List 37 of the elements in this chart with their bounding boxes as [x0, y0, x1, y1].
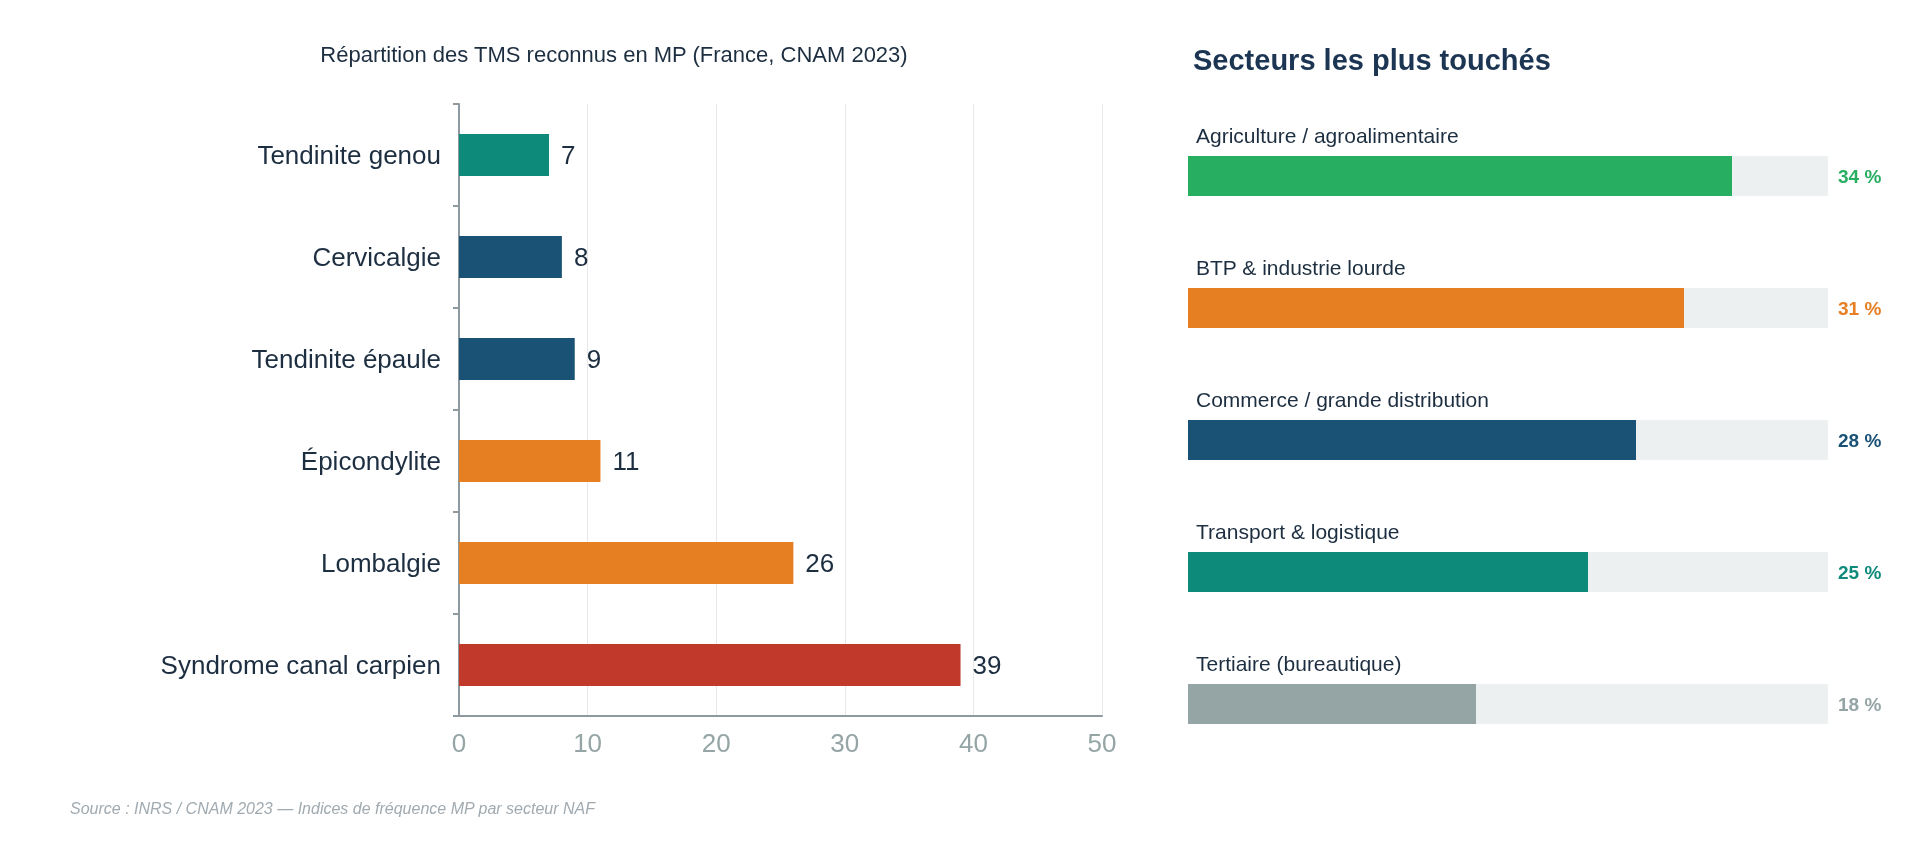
bar	[459, 338, 575, 380]
data-label: 39	[972, 650, 1002, 680]
source-note: Source : INRS / CNAM 2023 — Indices de fréquence MP par secteur NAF	[70, 799, 597, 817]
category-label: Transport & logistique	[1196, 520, 1400, 543]
bar	[459, 644, 961, 686]
category-label: Agriculture / agroalimentaire	[1196, 124, 1459, 147]
x-tick-label: 50	[1087, 728, 1117, 758]
category-label: Commerce / grande distribution	[1196, 388, 1489, 411]
x-tick-label: 0	[451, 728, 467, 758]
y-tick-label: Syndrome canal carpien	[160, 650, 441, 680]
y-tick-label: Cervicalgie	[312, 242, 441, 272]
data-label: 26	[805, 548, 835, 578]
data-label: 8	[573, 242, 589, 272]
y-tick-label: Lombalgie	[321, 548, 441, 578]
chart-title: Répartition des TMS reconnus en MP (France, CNAM 2023)	[320, 41, 908, 67]
bar	[459, 134, 550, 176]
category-label: Tertiaire (bureautique)	[1196, 652, 1402, 675]
data-label: 25 %	[1838, 561, 1882, 583]
data-label: 9	[586, 344, 602, 374]
data-label: 11	[612, 446, 640, 476]
chart-title: Secteurs les plus touchés	[1193, 43, 1551, 76]
y-tick-label: Tendinite genou	[257, 140, 441, 170]
x-tick-label: 10	[573, 728, 603, 758]
data-label: 18 %	[1838, 693, 1882, 715]
category-label: BTP & industrie lourde	[1196, 256, 1406, 279]
bar	[459, 236, 562, 278]
bar	[459, 440, 601, 482]
x-tick-label: 20	[701, 728, 731, 758]
y-tick-label: Épicondylite	[300, 446, 441, 476]
data-label: 28 %	[1838, 429, 1882, 451]
x-tick-label: 40	[958, 728, 988, 758]
data-label: 7	[561, 140, 576, 170]
x-tick-label: 30	[830, 728, 860, 758]
data-label: 34 %	[1838, 165, 1882, 187]
data-label: 31 %	[1838, 297, 1882, 319]
y-tick-label: Tendinite épaule	[251, 344, 441, 374]
bar	[459, 542, 794, 584]
